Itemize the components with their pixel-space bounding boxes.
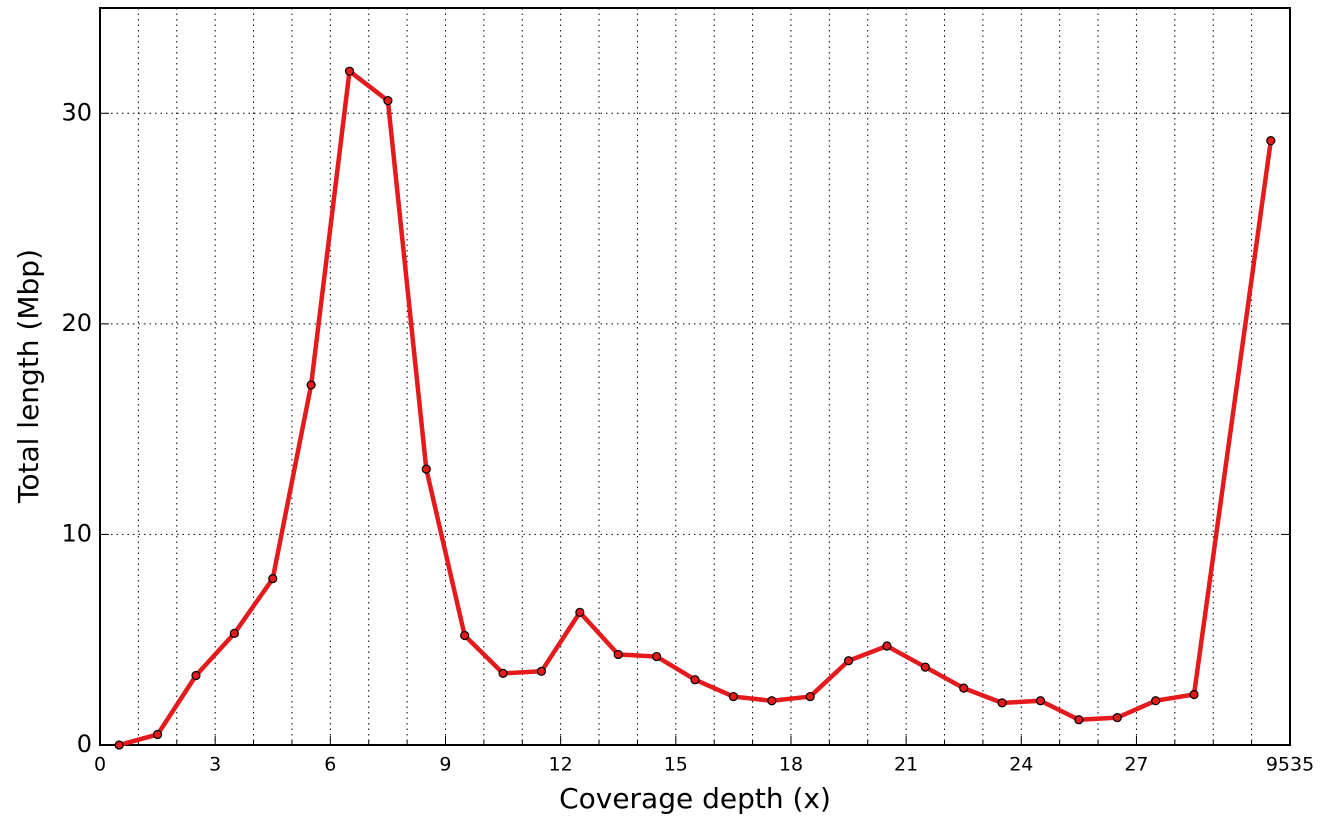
data-point — [152, 729, 163, 740]
data-point — [229, 628, 239, 638]
data-point — [613, 649, 623, 660]
data-point — [421, 464, 431, 474]
data-point — [460, 630, 470, 641]
data-point — [1074, 715, 1084, 725]
data-point — [1266, 136, 1276, 146]
data-point — [1189, 689, 1199, 700]
data-point — [652, 651, 662, 662]
plot-frame — [99, 7, 1291, 746]
y-tick-label: 0 — [77, 730, 92, 758]
data-point — [767, 696, 777, 706]
data-point — [344, 66, 355, 76]
data-line — [118, 68, 1274, 748]
x-tick-label: 27 — [1124, 754, 1148, 776]
x-tick-label: 3 — [209, 754, 221, 776]
x-tick-label: 9535 — [1266, 754, 1314, 776]
data-point — [920, 662, 930, 672]
data-point — [306, 380, 316, 390]
x-tick-label: 15 — [664, 754, 688, 776]
data-point — [575, 607, 585, 617]
data-point — [728, 691, 738, 702]
data-point — [997, 698, 1007, 708]
data-point — [536, 666, 547, 676]
y-tick-label: 10 — [61, 519, 92, 547]
y-axis-label: Total length (Mbp) — [12, 249, 45, 504]
data-point — [114, 740, 124, 750]
data-point — [1151, 696, 1161, 706]
data-point — [959, 683, 969, 693]
data-point — [690, 675, 700, 685]
x-tick-label: 21 — [894, 754, 918, 776]
x-tick-label: 9 — [439, 754, 451, 776]
data-point — [383, 96, 393, 106]
data-point — [843, 656, 854, 666]
x-tick-label: 6 — [324, 754, 336, 776]
y-tick-label: 20 — [61, 309, 92, 337]
x-tick-label: 0 — [94, 754, 106, 776]
x-tick-label: 12 — [549, 754, 573, 776]
x-tick-label: 24 — [1009, 754, 1033, 776]
data-point — [498, 668, 508, 679]
data-point — [191, 670, 201, 681]
data-point — [882, 641, 892, 651]
data-point — [1112, 713, 1122, 723]
data-point — [805, 691, 815, 702]
y-tick-label: 30 — [61, 98, 92, 126]
data-point — [1035, 696, 1046, 706]
data-point — [268, 574, 278, 584]
x-axis-label: Coverage depth (x) — [559, 782, 831, 815]
x-tick-label: 18 — [779, 754, 803, 776]
